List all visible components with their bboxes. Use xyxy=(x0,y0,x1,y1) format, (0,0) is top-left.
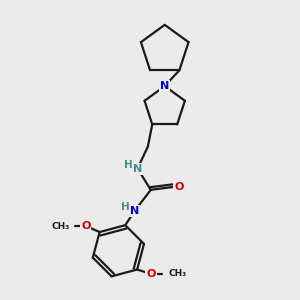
Text: H: H xyxy=(121,202,130,212)
Text: CH₃: CH₃ xyxy=(51,222,69,231)
Text: N: N xyxy=(130,206,139,216)
Text: O: O xyxy=(174,182,184,192)
Text: CH₃: CH₃ xyxy=(169,269,187,278)
Text: N: N xyxy=(160,81,169,91)
Text: O: O xyxy=(81,221,91,231)
Text: O: O xyxy=(146,269,156,279)
Text: H: H xyxy=(124,160,133,170)
Text: N: N xyxy=(133,164,142,174)
